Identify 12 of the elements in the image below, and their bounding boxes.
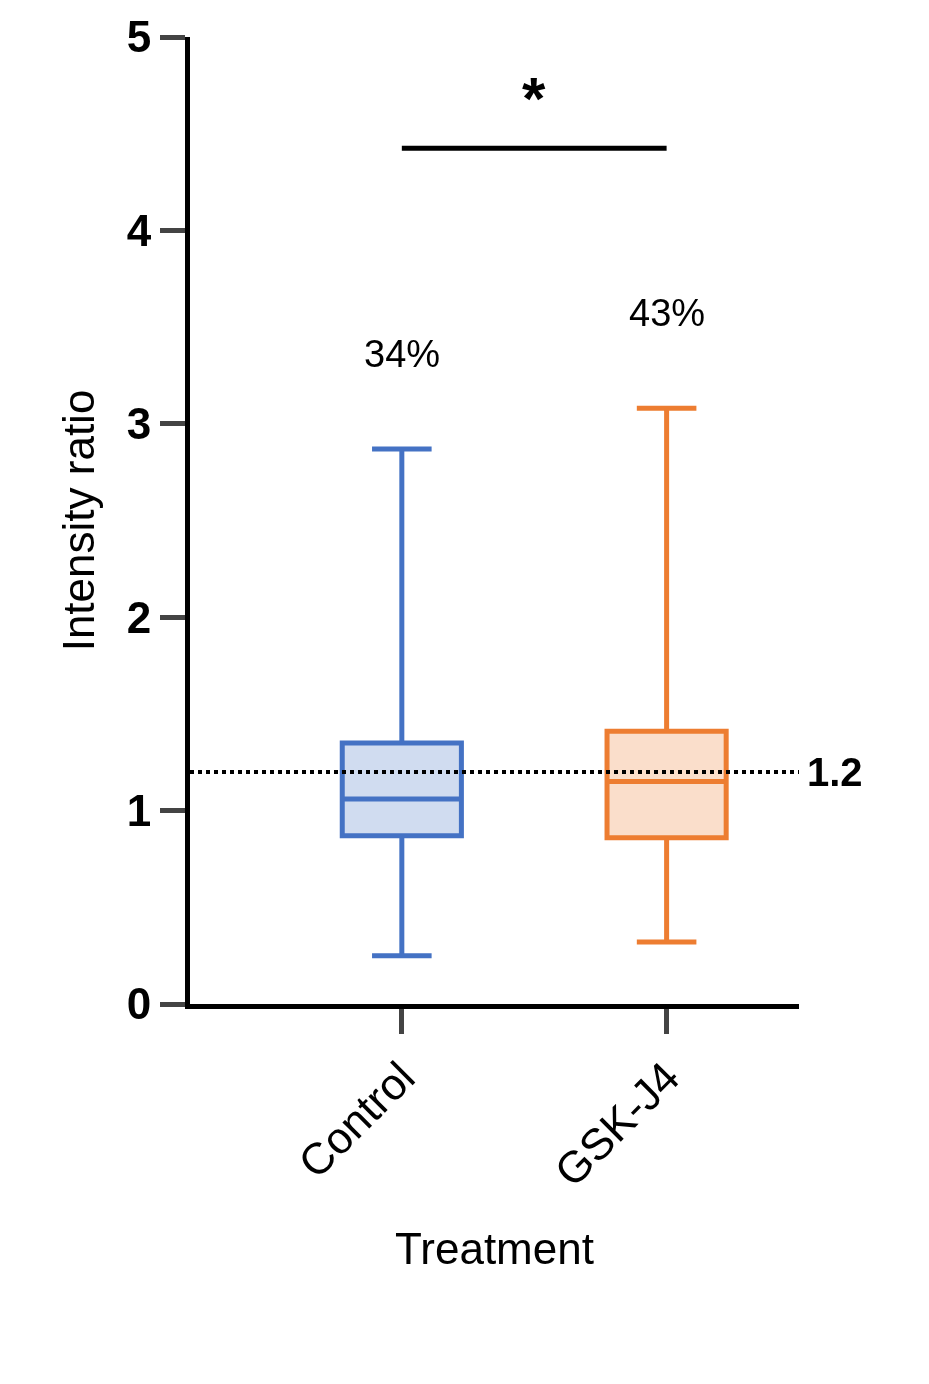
annotation: * [522,65,546,132]
y-tick-label: 3 [126,399,152,449]
annotation: 43% [629,292,706,334]
annotation: 34% [364,333,441,375]
y-tick-label: 5 [126,12,152,62]
y-tick-label: 4 [126,205,152,255]
y-tick-label: 0 [126,979,152,1029]
y-axis-title: Intensity ratio [53,389,103,652]
x-axis-title: Treatment [395,1223,594,1273]
ref-line-label: 1.2 [807,750,863,794]
y-tick-label: 1 [126,786,152,835]
y-tick-label: 2 [126,592,152,642]
